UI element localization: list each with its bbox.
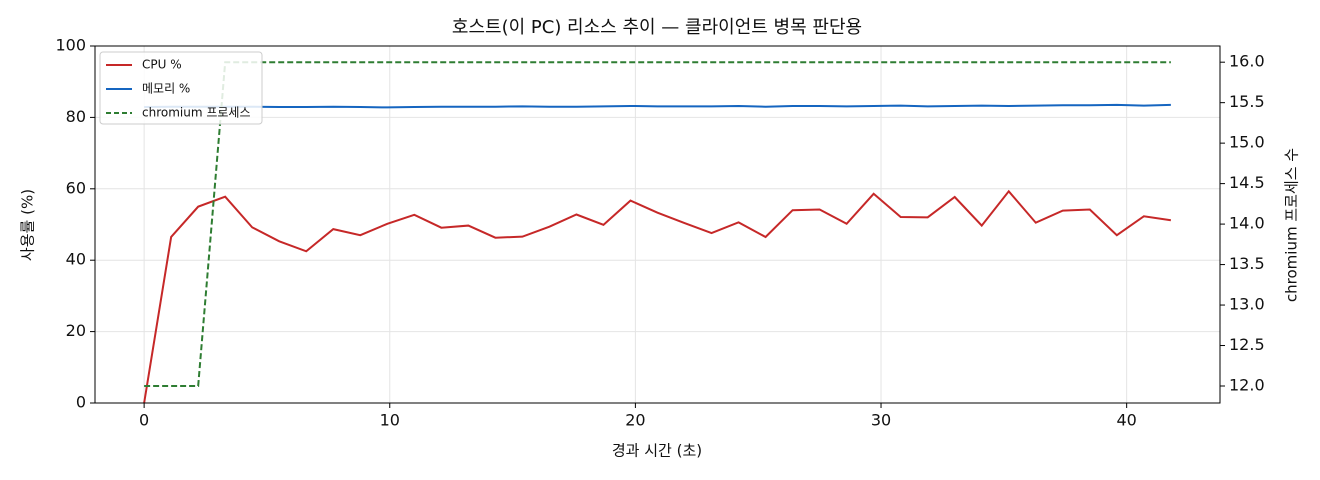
y-axis-label: 사용률 (%) — [19, 189, 37, 261]
x-tick-label: 10 — [380, 411, 400, 430]
y-tick-label: 80 — [66, 107, 86, 126]
y-tick-label: 0 — [76, 393, 86, 412]
y2-tick-label: 15.0 — [1229, 133, 1265, 152]
x-tick-label: 40 — [1116, 411, 1136, 430]
y-tick-label: 20 — [66, 321, 86, 340]
y2-tick-label: 12.0 — [1229, 376, 1265, 395]
legend-label: 메모리 % — [142, 82, 190, 96]
x-tick-label: 20 — [625, 411, 645, 430]
y2-tick-label: 14.5 — [1229, 173, 1265, 192]
x-tick-label: 0 — [139, 411, 149, 430]
y2-tick-label: 15.5 — [1229, 92, 1265, 111]
data-line — [143, 189, 1172, 404]
data-line — [144, 103, 1171, 109]
chart-title: 호스트(이 PC) 리소스 추이 — 클라이언트 병목 판단용 — [452, 17, 862, 38]
data-line — [144, 61, 1171, 387]
y2-tick-label: 13.5 — [1229, 254, 1265, 273]
y2-tick-label: 12.5 — [1229, 335, 1265, 354]
y2-tick-label: 14.0 — [1229, 214, 1265, 233]
y2-tick-label: 13.0 — [1229, 295, 1265, 314]
y2-tick-label: 16.0 — [1229, 52, 1265, 71]
legend-label: CPU % — [142, 58, 182, 72]
y-tick-label: 100 — [55, 36, 86, 55]
legend-box — [99, 51, 263, 125]
legend-label: chromium 프로세스 — [142, 106, 251, 120]
y-tick-label: 60 — [66, 178, 86, 197]
x-tick-label: 30 — [871, 411, 891, 430]
y2-axis-label: chromium 프로세스 수 — [1283, 148, 1301, 302]
plot-frame — [94, 45, 1221, 404]
x-axis-label: 경과 시간 (초) — [612, 442, 702, 460]
y-tick-label: 40 — [66, 250, 86, 269]
